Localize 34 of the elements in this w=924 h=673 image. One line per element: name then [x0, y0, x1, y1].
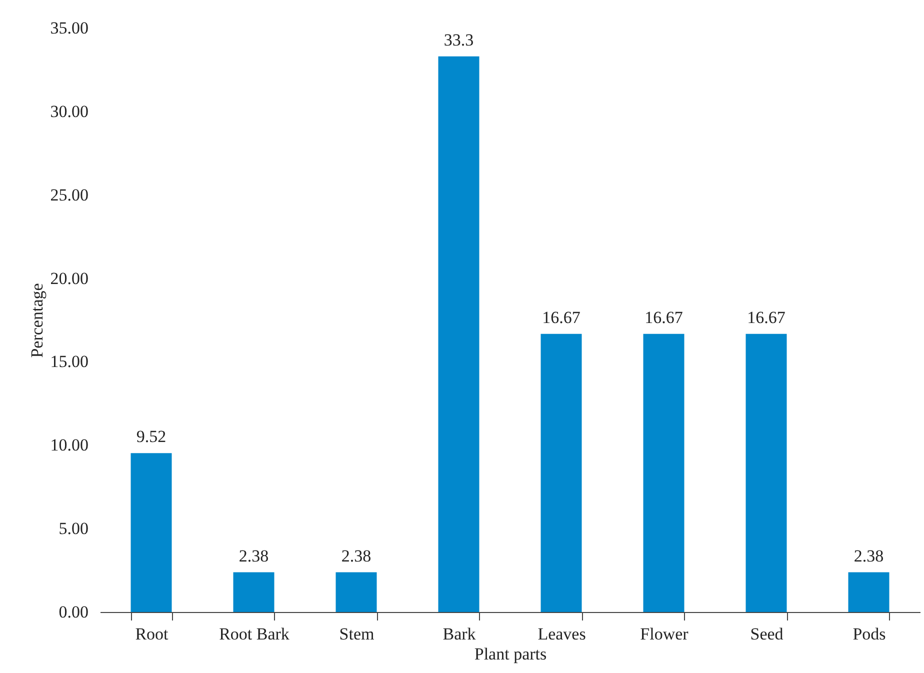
x-tick-label: Pods: [852, 624, 886, 644]
bar: [746, 334, 787, 612]
y-tick-label: 30.00: [50, 102, 88, 121]
x-tick-label: Bark: [442, 624, 476, 644]
bar: [336, 572, 377, 612]
bar: [540, 334, 582, 612]
data-label: 2.38: [854, 546, 884, 566]
data-label: 2.38: [341, 546, 372, 566]
y-tick-label: 0.00: [58, 602, 88, 622]
data-label: 9.52: [136, 427, 166, 446]
data-label: 2.38: [238, 546, 269, 566]
x-tick-label: Leaves: [538, 624, 586, 644]
data-label: 16.67: [542, 308, 581, 327]
x-axis-title: Plant parts: [474, 644, 547, 664]
bar: [130, 453, 172, 612]
bar: [233, 572, 274, 612]
y-tick-label: 10.00: [50, 436, 88, 455]
y-tick-label: 15.00: [50, 352, 88, 372]
x-tick-label: Stem: [339, 624, 374, 644]
y-tick-label: 35.00: [50, 18, 88, 38]
y-tick-label: 25.00: [50, 185, 88, 204]
x-tick-label: Root Bark: [219, 624, 290, 644]
bar: [848, 572, 890, 612]
bar: [643, 334, 684, 612]
x-tick-label: Root: [135, 624, 169, 644]
y-tick-label: 5.00: [58, 519, 88, 538]
data-label: 16.67: [644, 308, 684, 327]
bar: [438, 56, 480, 612]
x-tick-label: Seed: [750, 624, 784, 644]
data-label: 33.3: [444, 30, 474, 50]
data-label: 16.67: [747, 308, 786, 327]
y-tick-label: 20.00: [50, 268, 88, 288]
y-axis-title: Percentage: [27, 283, 46, 358]
x-tick-label: Flower: [640, 624, 689, 644]
